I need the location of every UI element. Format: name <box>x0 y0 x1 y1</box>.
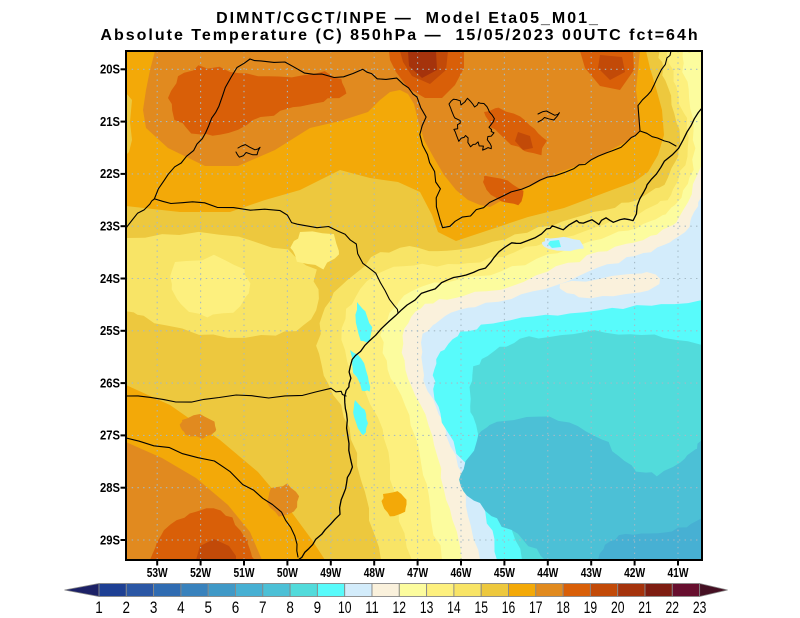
svg-text:21S: 21S <box>100 114 120 129</box>
svg-text:12: 12 <box>393 599 407 617</box>
svg-text:28S: 28S <box>100 480 120 495</box>
svg-text:19: 19 <box>584 599 598 617</box>
svg-text:41W: 41W <box>668 565 690 580</box>
svg-text:11: 11 <box>365 599 379 617</box>
svg-text:26S: 26S <box>100 375 120 390</box>
svg-text:6: 6 <box>232 599 240 617</box>
svg-text:43W: 43W <box>581 565 603 580</box>
svg-text:20: 20 <box>611 599 625 617</box>
svg-text:24S: 24S <box>100 271 120 286</box>
svg-text:22: 22 <box>666 599 680 617</box>
svg-text:23: 23 <box>693 599 707 617</box>
svg-text:15: 15 <box>474 599 488 617</box>
svg-text:22S: 22S <box>100 166 120 181</box>
svg-text:10: 10 <box>338 599 352 617</box>
svg-text:7: 7 <box>259 599 267 617</box>
svg-text:25S: 25S <box>100 323 120 338</box>
svg-text:51W: 51W <box>234 565 256 580</box>
svg-text:44W: 44W <box>537 565 559 580</box>
svg-text:27S: 27S <box>100 428 120 443</box>
svg-text:9: 9 <box>314 599 322 617</box>
svg-text:42W: 42W <box>624 565 646 580</box>
svg-text:2: 2 <box>123 599 131 617</box>
svg-text:3: 3 <box>150 599 158 617</box>
svg-text:4: 4 <box>177 599 185 617</box>
svg-text:21: 21 <box>638 599 652 617</box>
svg-text:47W: 47W <box>407 565 429 580</box>
svg-text:53W: 53W <box>147 565 169 580</box>
svg-text:29S: 29S <box>100 532 120 547</box>
svg-text:8: 8 <box>286 599 294 617</box>
svg-text:49W: 49W <box>320 565 342 580</box>
svg-text:13: 13 <box>420 599 434 617</box>
svg-text:48W: 48W <box>364 565 386 580</box>
svg-text:18: 18 <box>556 599 570 617</box>
svg-text:50W: 50W <box>277 565 299 580</box>
svg-text:1: 1 <box>95 599 103 617</box>
svg-text:52W: 52W <box>190 565 212 580</box>
svg-text:14: 14 <box>447 599 461 617</box>
svg-text:5: 5 <box>204 599 212 617</box>
svg-text:17: 17 <box>529 599 543 617</box>
svg-text:46W: 46W <box>451 565 473 580</box>
svg-text:23S: 23S <box>100 219 120 234</box>
svg-text:45W: 45W <box>494 565 516 580</box>
svg-text:20S: 20S <box>100 62 120 77</box>
svg-text:16: 16 <box>502 599 516 617</box>
